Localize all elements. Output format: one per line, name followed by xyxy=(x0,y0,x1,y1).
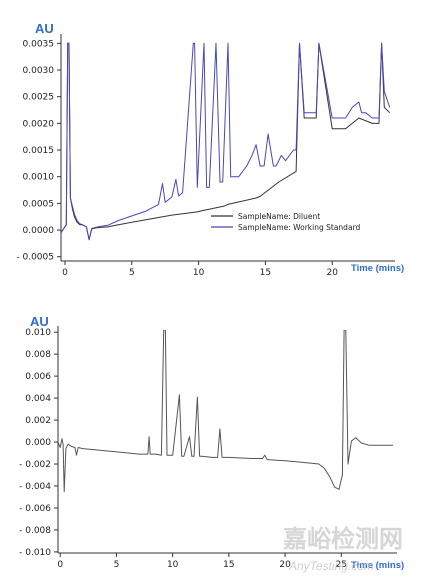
series-line-2 xyxy=(61,42,391,241)
watermark-brand-cn: 嘉峪检测网 xyxy=(283,525,403,553)
x-tick-label: 15 xyxy=(260,268,271,278)
y-tick-label: 0.0005 xyxy=(23,199,55,209)
y-tick-label: 0.010 xyxy=(25,328,51,338)
y-tick-label: 0.000 xyxy=(25,438,51,448)
y-axis-label-bottom: AU xyxy=(30,314,49,329)
watermark-logo: 嘉峪检测网 AnyTesting.com xyxy=(283,525,403,573)
x-tick-label: 0 xyxy=(57,560,63,570)
y-tick-label: - 0.0005 xyxy=(16,253,54,263)
x-tick-label: 25 xyxy=(336,560,347,570)
y-tick-label: - 0.008 xyxy=(19,526,51,536)
y-tick-label: 0.006 xyxy=(25,372,51,382)
y-tick-label: - 0.002 xyxy=(19,460,51,470)
legend-entry: SampleName: Diluent xyxy=(238,212,320,221)
series-line-1 xyxy=(61,42,391,241)
x-tick-label: 20 xyxy=(279,560,291,570)
x-tick-label: 10 xyxy=(167,560,179,570)
y-tick-label: 0.008 xyxy=(25,350,51,360)
chromatogram-top: AU Time (mins) - 0.0005 0.0000 0.0005 0.001… xyxy=(16,21,404,278)
watermark-brand-en: AnyTesting.com xyxy=(288,559,374,573)
x-tick-label: 15 xyxy=(223,560,234,570)
chromatogram-bottom: AU Time (mins) - 0.010 - 0.008 - 0.006 - 0.… xyxy=(19,314,404,571)
y-tick-label: 0.0035 xyxy=(23,39,55,49)
x-tick-label: 0 xyxy=(62,268,68,278)
x-tick-label: 5 xyxy=(129,268,135,278)
y-axis-label-top: AU xyxy=(35,21,54,36)
y-tick-label: 0.004 xyxy=(25,394,51,404)
y-tick-label: 0.0015 xyxy=(23,146,55,156)
x-tick-label: 20 xyxy=(326,268,338,278)
x-tick-label: 5 xyxy=(114,560,120,570)
y-tick-label: 0.0000 xyxy=(23,226,55,236)
legend-entry: SampleName: Working Standard xyxy=(238,223,360,232)
y-tick-label: 0.0010 xyxy=(23,173,55,183)
y-tick-label: 0.0030 xyxy=(23,66,55,76)
y-tick-label: 0.0025 xyxy=(23,93,55,103)
x-axis-label-bottom: Time (mins) xyxy=(351,560,404,571)
y-tick-label: 0.002 xyxy=(25,416,51,426)
x-tick-label: 10 xyxy=(193,268,205,278)
y-tick-label: - 0.006 xyxy=(19,504,51,514)
y-tick-label: 0.0020 xyxy=(23,119,55,129)
y-tick-label: - 0.004 xyxy=(19,482,51,492)
y-tick-label: - 0.010 xyxy=(19,548,51,558)
series-line-1 xyxy=(58,330,393,492)
x-axis-label-top: Time (mins) xyxy=(351,263,404,274)
